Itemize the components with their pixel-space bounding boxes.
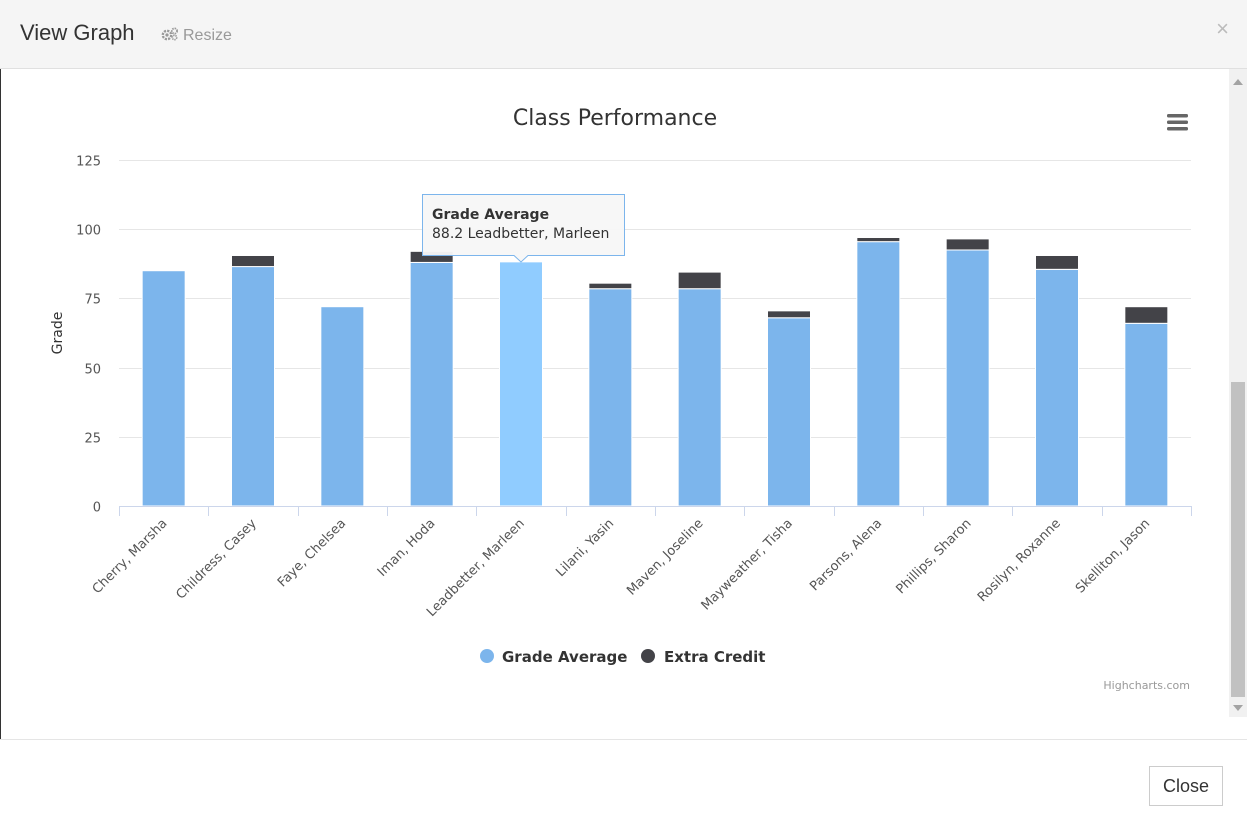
legend-marker-extra-credit — [641, 649, 655, 663]
legend-item-extra-credit[interactable]: Extra Credit — [641, 648, 765, 666]
x-tick-label: Childress, Casey — [173, 516, 260, 603]
modal-border — [0, 69, 1, 739]
bar-extra-credit[interactable] — [677, 271, 722, 290]
bar-grade-average[interactable] — [945, 249, 990, 507]
tooltip: Grade Average 88.2 Leadbetter, Marleen — [422, 194, 625, 263]
modal-title: View Graph — [20, 20, 135, 45]
bar-grade-average[interactable] — [231, 266, 275, 507]
chart-title: Class Performance — [513, 106, 717, 131]
scroll-thumb[interactable] — [1231, 382, 1245, 697]
x-tick-label: Maven, Joseline — [624, 516, 706, 598]
bar-grade-average[interactable] — [320, 306, 365, 507]
x-tick-label: Iman, Hoda — [375, 516, 439, 580]
legend: Grade Average Extra Credit — [480, 648, 765, 666]
bar-grade-average[interactable] — [141, 270, 186, 507]
legend-marker-grade-average — [480, 649, 494, 663]
x-tick-label: Phillips, Sharon — [894, 516, 975, 597]
x-tick-label: Skelliton, Jason — [1073, 516, 1153, 596]
bar-extra-credit[interactable] — [231, 254, 275, 268]
chart-menu-icon[interactable] — [1167, 114, 1188, 131]
bar-extra-credit[interactable] — [767, 310, 811, 319]
close-button[interactable]: Close — [1149, 766, 1223, 806]
bar-extra-credit[interactable] — [856, 237, 901, 243]
modal-footer: Close — [0, 739, 1247, 833]
legend-label-extra-credit: Extra Credit — [664, 648, 765, 666]
x-tick-label: Lilani, Yasin — [553, 516, 617, 580]
y-tick-label: 100 — [76, 224, 101, 239]
y-tick-label: 50 — [84, 363, 101, 378]
gears-icon — [161, 26, 179, 47]
x-tick-label: Leadbetter, Marleen — [424, 516, 528, 620]
scroll-up-icon[interactable] — [1233, 79, 1243, 85]
bar-grade-average[interactable] — [767, 317, 811, 507]
credits[interactable]: Highcharts.com — [1103, 679, 1190, 692]
close-icon[interactable]: × — [1216, 16, 1229, 41]
tooltip-box — [422, 194, 625, 263]
bar-extra-credit[interactable] — [1035, 254, 1079, 270]
y-tick-label: 0 — [93, 501, 101, 516]
bar-grade-average[interactable] — [409, 261, 454, 507]
bar-grade-average[interactable] — [499, 261, 543, 507]
y-tick-label: 75 — [84, 293, 101, 308]
bar-extra-credit[interactable] — [945, 238, 990, 251]
bar-grade-average[interactable] — [588, 288, 633, 507]
tooltip-text: 88.2 Leadbetter, Marleen — [432, 226, 609, 242]
tooltip-title: Grade Average — [432, 207, 549, 223]
bar-grade-average[interactable] — [856, 241, 901, 507]
bar-extra-credit[interactable] — [588, 282, 633, 290]
y-tick-label: 25 — [84, 432, 101, 447]
x-tick-label: Cherry, Marsha — [90, 516, 171, 597]
x-tick-label: Faye, Chelsea — [275, 516, 349, 590]
x-tick-label: Parsons, Alena — [807, 516, 885, 594]
y-tick-label: 125 — [76, 155, 101, 170]
scrollbar[interactable] — [1229, 69, 1247, 717]
y-axis-title: Grade — [50, 312, 66, 355]
resize-label: Resize — [183, 27, 232, 44]
resize-button[interactable]: Resize — [161, 26, 232, 46]
legend-label-grade-average: Grade Average — [502, 648, 627, 666]
modal-header: View Graph Resize × — [0, 0, 1247, 69]
bar-grade-average[interactable] — [1035, 268, 1079, 507]
x-tick-label: Rosilyn, Roxanne — [975, 516, 1064, 605]
x-tick-label: Mayweather, Tisha — [699, 516, 796, 613]
bar-grade-average[interactable] — [1124, 322, 1169, 507]
legend-item-grade-average[interactable]: Grade Average — [480, 648, 627, 666]
bar-extra-credit[interactable] — [1124, 306, 1169, 324]
scroll-down-icon[interactable] — [1233, 705, 1243, 711]
bar-grade-average[interactable] — [677, 288, 722, 507]
